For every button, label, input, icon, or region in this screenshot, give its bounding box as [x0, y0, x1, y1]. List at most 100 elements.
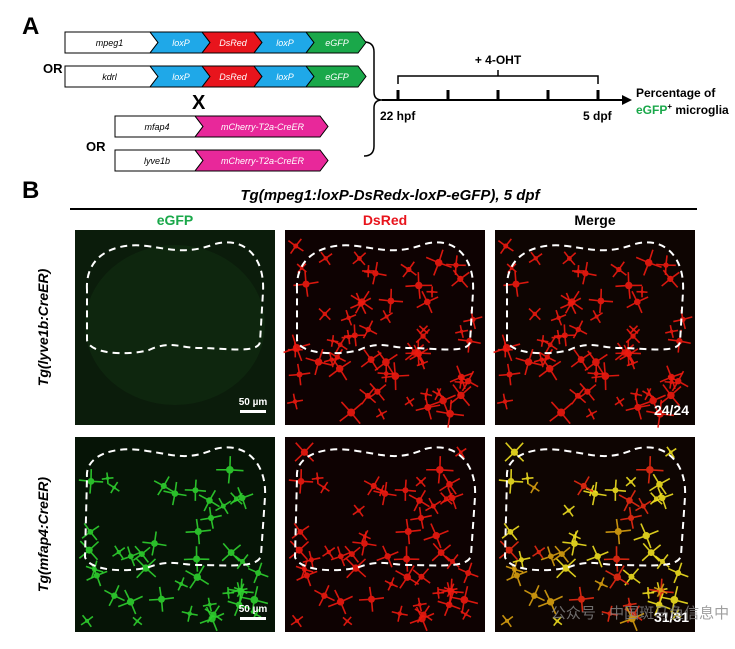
segment-label: mCherry-T2a-CreER	[221, 156, 305, 166]
cell-process	[615, 490, 626, 491]
scale-bar-label: 50 µm	[239, 397, 268, 408]
cell-process	[349, 336, 356, 337]
cell-process	[455, 382, 461, 383]
cross-label: X	[192, 92, 206, 114]
cell-process	[596, 374, 597, 383]
cell-process	[420, 393, 426, 394]
cell-process	[312, 478, 318, 479]
column-header: Merge	[574, 212, 615, 228]
segment-label: DsRed	[219, 38, 248, 48]
cell-process	[462, 330, 468, 331]
cell-process	[230, 470, 244, 471]
bracket	[364, 42, 382, 156]
micrograph: 50 µm	[75, 230, 275, 425]
cell-process	[527, 472, 528, 478]
cell-process	[665, 382, 671, 383]
segment-label: mfap4	[144, 122, 169, 132]
cell-process	[438, 593, 439, 599]
cell-process	[301, 481, 313, 482]
segment-label: mpeg1	[96, 38, 124, 48]
cell-process	[420, 604, 427, 605]
cell-process	[618, 532, 619, 545]
segment-label: loxP	[276, 38, 294, 48]
readout-marker: eGFP	[636, 103, 667, 117]
cell-process	[198, 532, 199, 545]
cell-process	[456, 255, 457, 265]
or-label: OR	[86, 139, 106, 154]
cell-process	[405, 490, 416, 491]
cell-process	[656, 264, 666, 265]
segment-label: kdrl	[102, 72, 118, 82]
treatment-label: + 4-OHT	[475, 53, 522, 67]
end-label: 5 dpf	[583, 109, 613, 123]
count-label: 24/24	[654, 402, 689, 418]
cell-process	[289, 375, 300, 376]
cell-process	[391, 301, 403, 302]
cell-process	[666, 255, 667, 265]
arrow-head	[622, 95, 632, 105]
cell-process	[564, 324, 565, 335]
cell-process	[305, 271, 306, 284]
cell-process	[342, 337, 349, 338]
cell-process	[543, 335, 544, 341]
panel-label: A	[22, 13, 39, 40]
cell-process	[446, 264, 456, 265]
cell-process	[390, 301, 391, 313]
readout-label: Percentage of	[636, 86, 716, 100]
cell-process	[615, 285, 628, 286]
readout-label: microglia	[672, 103, 729, 117]
watermark: 公众号 · 中国斑马鱼信息中	[551, 604, 729, 622]
micrograph: 50 µm	[75, 437, 275, 632]
row-label: Tg(lyve1b:CreER)	[35, 268, 51, 386]
cell-process	[559, 337, 560, 344]
cell-process	[528, 478, 534, 479]
cell-process	[569, 599, 581, 600]
cell-process	[195, 490, 206, 491]
cell-process	[606, 532, 619, 533]
timeline-ticks	[398, 90, 598, 100]
cell-process	[386, 374, 387, 383]
cell-process	[333, 341, 339, 342]
cell-process	[318, 478, 324, 479]
panel-label: B	[22, 177, 39, 204]
cell-process	[378, 373, 387, 374]
cell-process	[396, 532, 409, 533]
cell-process	[615, 480, 616, 491]
cell-process	[91, 481, 103, 482]
cell-process	[630, 393, 636, 394]
cell-process	[552, 337, 559, 338]
panel-title: Tg(mpeg1:loxP-DsRedx-loxP-eGFP), 5 dpf	[240, 187, 541, 204]
cell-process	[515, 271, 516, 284]
scale-bar	[240, 410, 266, 413]
segment-label: loxP	[276, 72, 294, 82]
cell-process	[317, 472, 318, 478]
image-background	[285, 437, 485, 632]
cell-process	[90, 481, 91, 493]
cell-process	[405, 285, 418, 286]
cell-process	[195, 480, 196, 491]
cell-process	[349, 337, 350, 344]
cell-process	[648, 593, 649, 599]
segment-label: lyve1b	[144, 156, 170, 166]
cell-process	[186, 532, 199, 533]
scale-bar	[240, 617, 266, 620]
cell-process	[605, 375, 619, 376]
column-header: DsRed	[363, 212, 407, 228]
cell-process	[559, 336, 566, 337]
cell-process	[210, 604, 217, 605]
cell-process	[300, 481, 301, 493]
cell-process	[371, 599, 372, 611]
column-header: eGFP	[157, 212, 194, 228]
cell-process	[440, 470, 454, 471]
treatment-bracket	[398, 70, 598, 84]
image-background	[75, 437, 275, 632]
image-background	[495, 437, 695, 632]
cell-process	[107, 472, 108, 478]
cell-process	[332, 341, 333, 347]
or-label: OR	[43, 61, 63, 76]
segment-label: eGFP	[325, 38, 349, 48]
cell-process	[333, 335, 334, 341]
micrograph	[285, 437, 485, 632]
micrograph	[284, 230, 485, 428]
